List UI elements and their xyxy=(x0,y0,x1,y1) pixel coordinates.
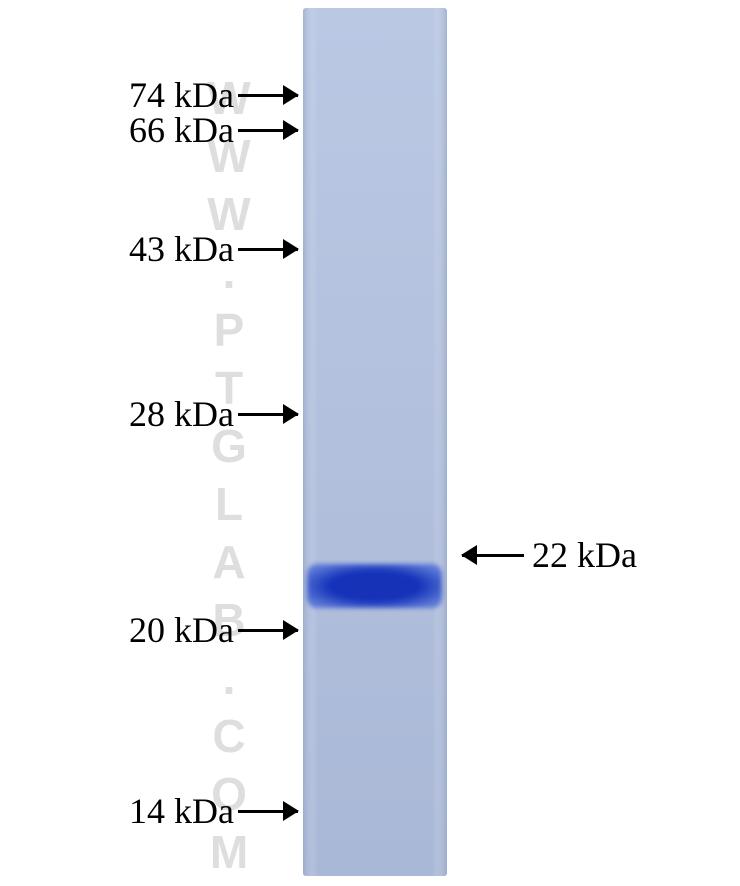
ladder-marker-43kda: 43 kDa xyxy=(0,231,298,267)
ladder-label: 43 kDa xyxy=(129,231,234,267)
ladder-marker-20kda: 20 kDa xyxy=(0,612,298,648)
ladder-marker-66kda: 66 kDa xyxy=(0,112,298,148)
ladder-label: 66 kDa xyxy=(129,112,234,148)
ladder-label: 74 kDa xyxy=(129,77,234,113)
arrow-left-icon xyxy=(462,554,524,557)
arrow-right-icon xyxy=(238,129,298,132)
ladder-marker-74kda: 74 kDa xyxy=(0,77,298,113)
band-label-text: 22 kDa xyxy=(532,537,637,573)
ladder-label: 20 kDa xyxy=(129,612,234,648)
arrow-right-icon xyxy=(238,248,298,251)
arrow-right-icon xyxy=(238,413,298,416)
arrow-right-icon xyxy=(238,629,298,632)
ladder-marker-14kda: 14 kDa xyxy=(0,793,298,829)
ladder-label: 28 kDa xyxy=(129,396,234,432)
band-label-22kda: 22 kDa xyxy=(462,537,637,573)
arrow-right-icon xyxy=(238,94,298,97)
ladder-marker-28kda: 28 kDa xyxy=(0,396,298,432)
arrow-right-icon xyxy=(238,810,298,813)
ladder-label: 14 kDa xyxy=(129,793,234,829)
